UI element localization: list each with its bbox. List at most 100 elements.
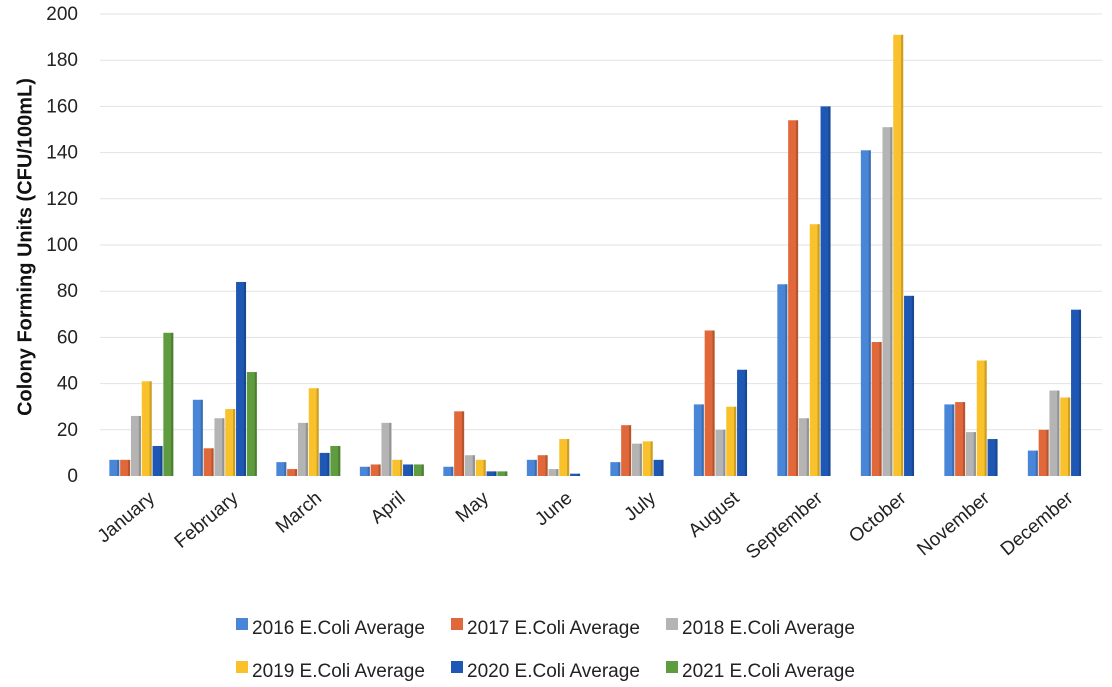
bar-shade xyxy=(901,34,904,476)
legend-item: 2020 E.Coli Average xyxy=(451,661,640,682)
bar xyxy=(642,441,653,476)
bar xyxy=(381,422,392,476)
bar-shade xyxy=(723,429,726,476)
bar xyxy=(130,415,141,476)
bar xyxy=(192,399,203,476)
bar-shade xyxy=(378,464,381,476)
bar-shade xyxy=(879,342,882,476)
bar xyxy=(1027,450,1038,476)
x-tick-label: August xyxy=(685,487,744,542)
bar-shade xyxy=(744,369,748,476)
y-tick-label: 80 xyxy=(57,281,78,302)
x-tick-label: June xyxy=(531,488,576,531)
bar xyxy=(653,459,664,476)
x-tick-label: March xyxy=(272,488,326,538)
bar-shade xyxy=(149,381,152,476)
legend: 2016 E.Coli Average 2017 E.Coli Average 20… xyxy=(236,618,855,682)
legend-item: 2021 E.Coli Average xyxy=(666,661,855,682)
bar-shade xyxy=(806,418,809,476)
x-tick-label: July xyxy=(621,487,661,525)
bar xyxy=(403,464,414,476)
legend-swatch xyxy=(666,661,678,673)
bar-shade xyxy=(911,295,915,476)
bar-shade xyxy=(628,425,632,476)
bar xyxy=(120,459,131,476)
bar-shade xyxy=(421,464,424,476)
legend-swatch xyxy=(236,618,248,630)
bar-shade xyxy=(567,439,570,476)
bar-shade xyxy=(294,469,298,476)
bar xyxy=(893,34,904,476)
bar xyxy=(1038,429,1049,476)
bar xyxy=(820,106,831,477)
bar-shade xyxy=(618,462,621,476)
bar xyxy=(621,425,632,476)
bar xyxy=(955,402,966,476)
bar-shade xyxy=(254,372,257,476)
y-tick-label: 60 xyxy=(57,327,78,348)
legend-item: 2016 E.Coli Average xyxy=(236,618,425,639)
bar-shade xyxy=(817,224,820,476)
y-tick-label: 140 xyxy=(46,143,78,164)
bar-shade xyxy=(338,445,341,476)
bar xyxy=(392,459,403,476)
bar xyxy=(1049,390,1060,476)
bar-shade xyxy=(1035,450,1038,476)
bar-shade xyxy=(973,432,976,476)
legend-item: 2018 E.Coli Average xyxy=(666,618,855,639)
legend-swatch xyxy=(666,618,678,630)
bar-shade xyxy=(410,464,414,476)
bars xyxy=(109,34,1082,477)
bar-shade xyxy=(316,388,319,476)
bar xyxy=(214,418,225,476)
bar-shade xyxy=(171,332,174,476)
bar xyxy=(798,418,809,476)
bar xyxy=(976,360,987,476)
bar xyxy=(497,471,508,476)
bar xyxy=(965,432,976,476)
bar-shade xyxy=(243,281,247,476)
y-tick-label: 40 xyxy=(57,374,78,395)
bar xyxy=(570,473,581,476)
legend-item: 2017 E.Coli Average xyxy=(451,618,640,639)
bar-shade xyxy=(1078,309,1082,476)
bar xyxy=(236,281,247,476)
bar-shade xyxy=(451,466,454,476)
bar xyxy=(486,471,497,476)
bar xyxy=(475,459,486,476)
x-tick-label: November xyxy=(913,487,994,560)
bar-shade xyxy=(995,439,998,476)
bar-shade xyxy=(222,418,225,476)
x-tick-label: December xyxy=(997,487,1078,560)
bar xyxy=(246,372,257,476)
bar-shade xyxy=(785,284,788,476)
bar-shade xyxy=(505,471,508,476)
bar xyxy=(308,388,319,476)
bar xyxy=(860,150,871,477)
bar-shade xyxy=(400,459,403,476)
y-tick-label: 100 xyxy=(46,235,78,256)
x-tick-label: September xyxy=(742,487,827,563)
bar-shade xyxy=(367,466,370,476)
y-tick-label: 180 xyxy=(46,50,78,71)
gridlines xyxy=(100,13,1102,431)
legend-label: 2020 E.Coli Average xyxy=(467,661,640,682)
x-tick-label: October xyxy=(845,487,911,547)
bar xyxy=(777,284,788,476)
bar-shade xyxy=(1046,429,1049,476)
bar-shade xyxy=(661,459,664,476)
bar xyxy=(526,459,537,476)
bar-shade xyxy=(701,404,704,476)
bar-shade xyxy=(233,409,236,476)
bar xyxy=(559,439,570,476)
bar-shade xyxy=(795,120,799,476)
legend-label: 2016 E.Coli Average xyxy=(252,618,425,639)
legend-label: 2017 E.Coli Average xyxy=(467,618,640,639)
bar-shade xyxy=(868,150,871,477)
bar xyxy=(882,127,893,476)
bar xyxy=(987,439,998,476)
bar xyxy=(413,464,424,476)
bar-shade xyxy=(284,462,287,476)
x-axis: January February March April May June July Augu… xyxy=(94,487,1078,563)
bar xyxy=(454,411,465,476)
